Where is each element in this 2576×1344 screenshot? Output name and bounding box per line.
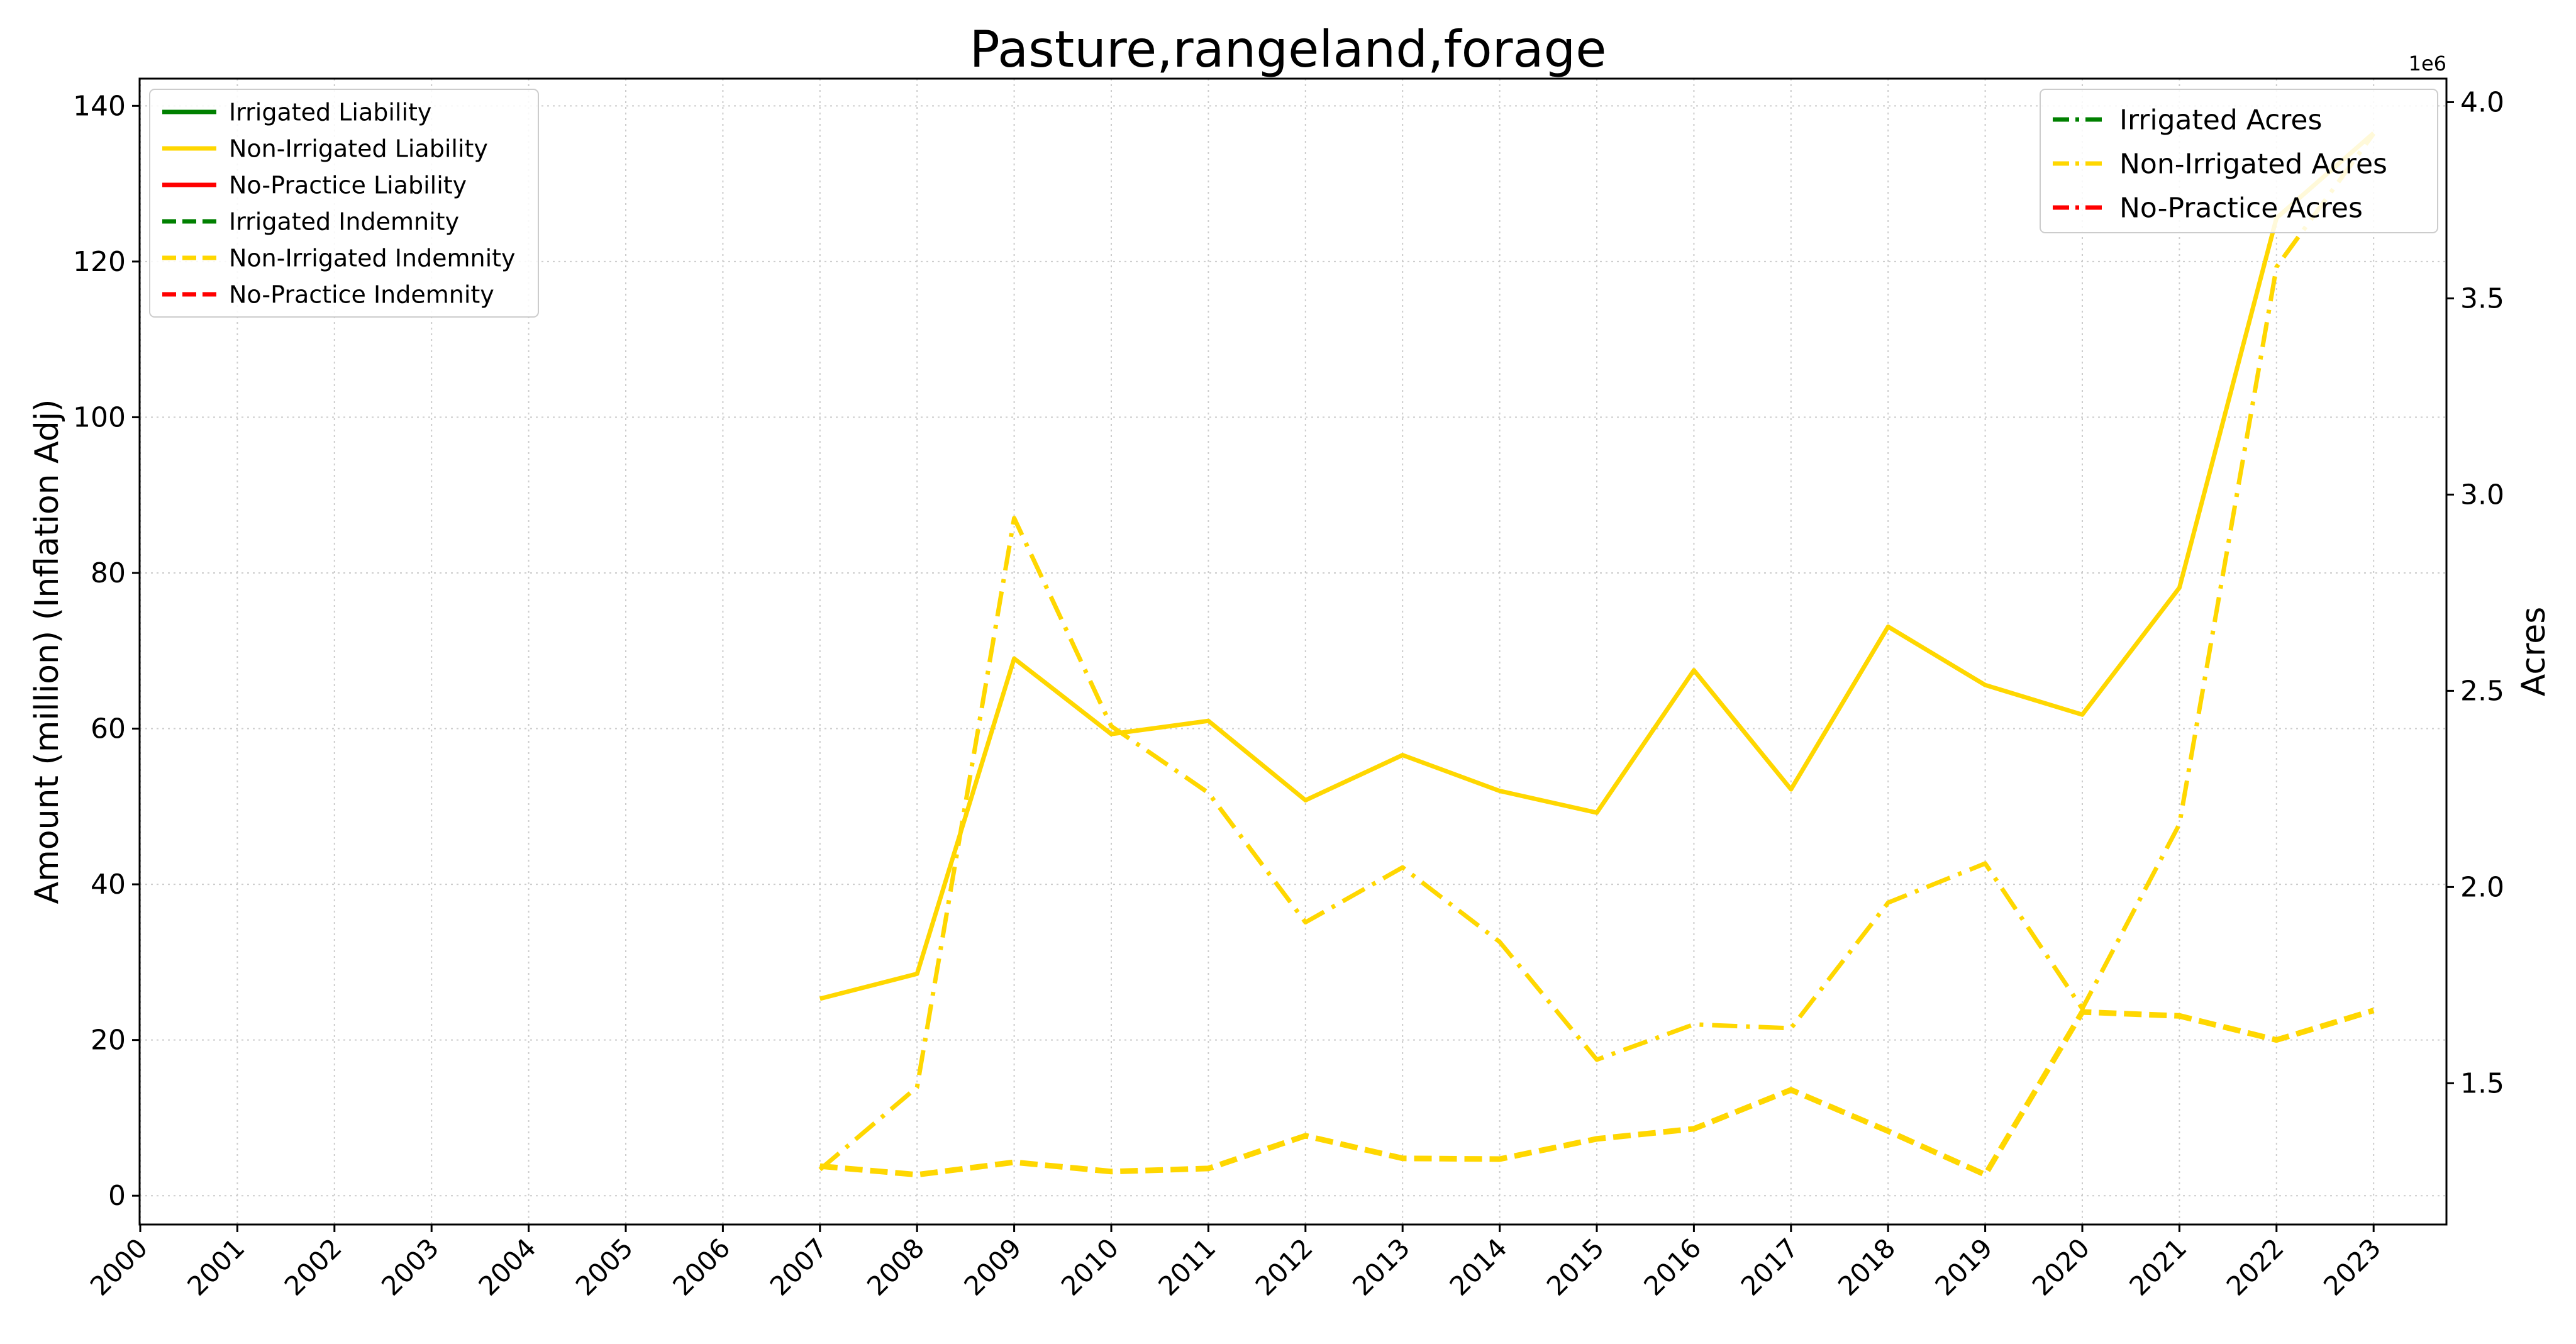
- y-axis-label: Amount (million) (Inflation Adj): [28, 399, 66, 904]
- y-tick-label: 140: [73, 90, 126, 122]
- y-axis-left: 0 20 40 60 80 100 120 140: [73, 90, 140, 1212]
- legend-frame: [2040, 89, 2438, 233]
- y2-tick-label: 3.0: [2460, 479, 2504, 511]
- y2-tick-label: 1.5: [2460, 1067, 2504, 1099]
- y2-offset-label: 1e6: [2409, 52, 2446, 75]
- y2-tick-label: 3.5: [2460, 282, 2504, 314]
- legend-label: Non-Irrigated Acres: [2119, 148, 2387, 180]
- series-line-non-irrigated-acres: [818, 132, 2376, 1172]
- y-tick-label: 60: [91, 713, 126, 745]
- legend-left: Irrigated Liability Non-Irrigated Liabili…: [149, 89, 539, 318]
- y2-axis-label: Acres: [2515, 607, 2553, 697]
- legend-label: Irrigated Indemnity: [229, 208, 459, 235]
- y-tick-label: 80: [91, 557, 126, 589]
- y2-tick-label: 4.0: [2460, 86, 2504, 118]
- y-tick-label: 20: [91, 1025, 126, 1057]
- legend-frame: [149, 89, 539, 318]
- legend-label: No-Practice Acres: [2119, 192, 2363, 224]
- legend-label: Non-Irrigated Indemnity: [229, 244, 516, 272]
- legend-label: Irrigated Liability: [229, 98, 431, 126]
- series-line-non-irrigated-liability: [819, 131, 2375, 1001]
- y-tick-label: 100: [73, 401, 126, 433]
- y-tick-label: 120: [73, 246, 126, 278]
- legend-label: No-Practice Liability: [229, 171, 467, 199]
- series-line-non-irrigated-indemnity: [819, 1008, 2375, 1178]
- y2-tick-label: 2.0: [2460, 871, 2504, 903]
- y-tick-label: 40: [91, 869, 126, 901]
- legend-right: Irrigated Acres Non-Irrigated Acres No-Pra…: [2040, 89, 2438, 233]
- chart-title: Pasture,rangeland,forage: [969, 20, 1606, 79]
- y-tick-label: 0: [108, 1180, 126, 1212]
- plot-series: [818, 131, 2376, 1178]
- plot-frame: [138, 77, 2448, 1226]
- y-axis-right: 1.5 2.0 2.5 3.0 3.5 4.0: [2446, 86, 2504, 1099]
- legend-label: Irrigated Acres: [2119, 104, 2322, 136]
- y2-tick-label: 2.5: [2460, 675, 2504, 707]
- legend-label: No-Practice Indemnity: [229, 280, 494, 308]
- legend-label: Non-Irrigated Liability: [229, 135, 488, 162]
